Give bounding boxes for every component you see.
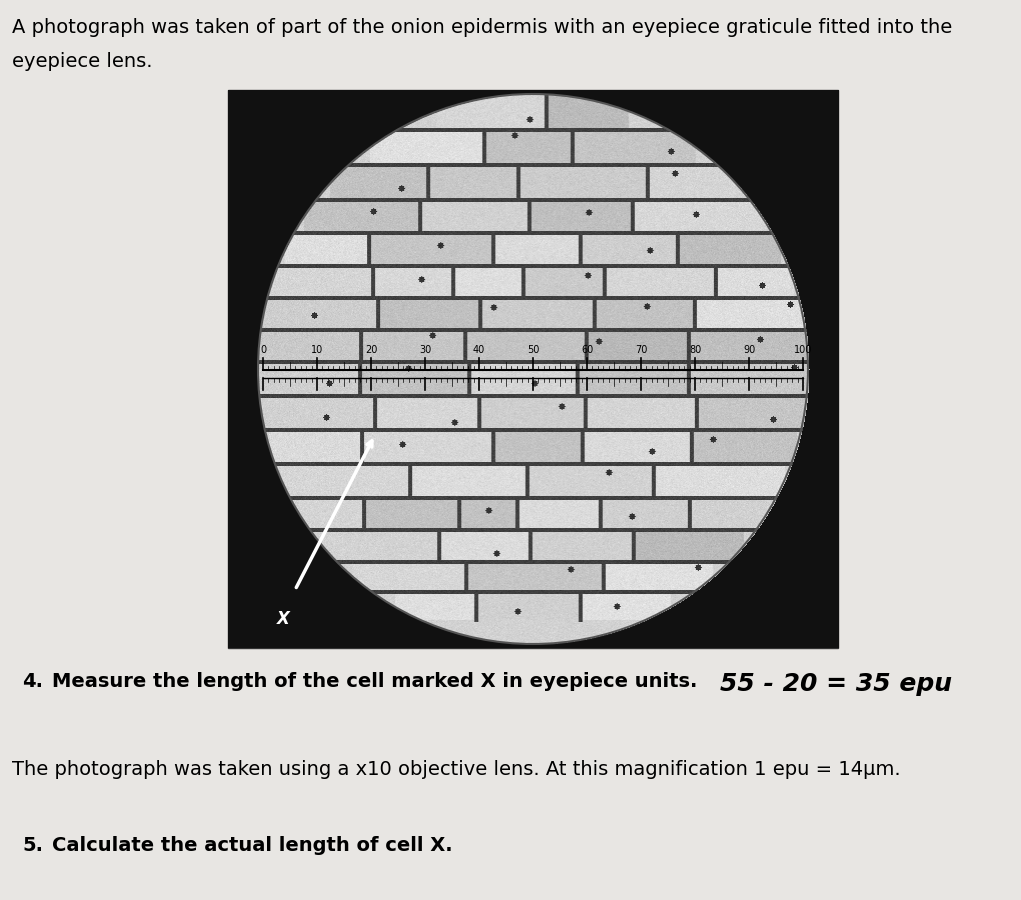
Bar <box>228 90 838 648</box>
Text: 80: 80 <box>689 345 701 355</box>
Text: 20: 20 <box>364 345 377 355</box>
Text: X: X <box>277 610 289 628</box>
Text: 0: 0 <box>260 345 266 355</box>
Text: Calculate the actual length of cell X.: Calculate the actual length of cell X. <box>52 836 452 855</box>
Text: 70: 70 <box>635 345 647 355</box>
Text: 100: 100 <box>793 345 812 355</box>
Text: 50: 50 <box>527 345 539 355</box>
Text: 30: 30 <box>419 345 431 355</box>
Text: 5.: 5. <box>22 836 43 855</box>
Text: eyepiece lens.: eyepiece lens. <box>12 52 152 71</box>
Text: Measure the length of the cell marked X in eyepiece units.: Measure the length of the cell marked X … <box>52 672 697 691</box>
Text: 40: 40 <box>473 345 485 355</box>
Text: The photograph was taken using a x10 objective lens. At this magnification 1 epu: The photograph was taken using a x10 obj… <box>12 760 901 779</box>
Text: 10: 10 <box>310 345 323 355</box>
Text: 90: 90 <box>743 345 756 355</box>
Text: 55 - 20 = 35 epu: 55 - 20 = 35 epu <box>720 672 952 696</box>
Text: A photograph was taken of part of the onion epidermis with an eyepiece graticule: A photograph was taken of part of the on… <box>12 18 953 37</box>
Text: 60: 60 <box>581 345 593 355</box>
Text: 4.: 4. <box>22 672 43 691</box>
